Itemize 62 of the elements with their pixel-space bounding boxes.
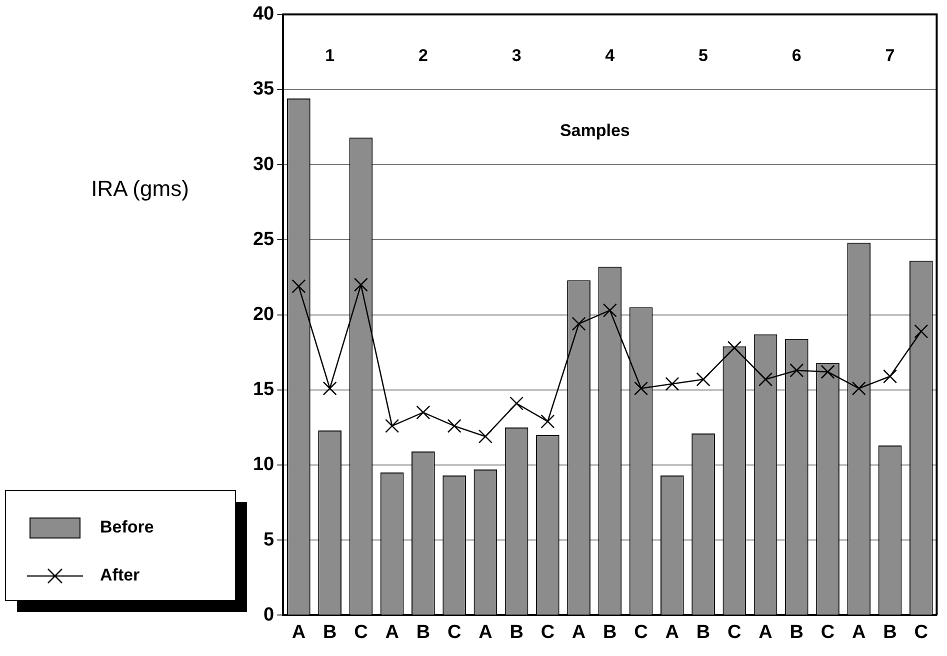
point (478, 429, 492, 444)
y-tick-label: 30 (252, 154, 274, 175)
point (572, 316, 586, 331)
y-tick-label: 15 (252, 379, 275, 400)
x-tick-label: A (385, 622, 400, 643)
x-tick-label: C (634, 622, 648, 643)
x-tick-label: A (478, 622, 493, 643)
point (510, 396, 524, 410)
point (634, 381, 648, 396)
point (852, 381, 866, 396)
point (820, 364, 835, 379)
x-tick-label: C (728, 622, 742, 643)
point (385, 418, 400, 433)
x-tick-label: B (790, 622, 804, 643)
point (914, 324, 928, 338)
legend-label: After (100, 566, 140, 585)
annotation: 7 (885, 46, 895, 66)
point (540, 414, 555, 428)
point (883, 369, 898, 384)
point (665, 376, 680, 391)
annotation: 5 (698, 46, 708, 66)
x-axis-title: Samples (560, 121, 630, 140)
y-tick-label: 0 (264, 604, 274, 626)
y-tick-label: 40 (252, 4, 274, 25)
x-tick-label: C (447, 622, 462, 643)
y-tick-label: 25 (252, 228, 275, 250)
point (292, 279, 306, 294)
x-tick-label: B (510, 622, 524, 643)
y-tick-label: 20 (252, 304, 274, 326)
x-tick-label: A (758, 622, 773, 643)
point (758, 372, 773, 386)
x-tick-label: C (820, 622, 835, 643)
point (447, 418, 462, 433)
x-tick-label: C (540, 622, 555, 643)
annotation: 4 (605, 46, 616, 66)
annotation: 6 (792, 46, 802, 66)
x-tick-label: B (322, 622, 337, 643)
y-tick-label: 35 (252, 78, 275, 100)
point (322, 381, 337, 396)
annotation: 2 (418, 46, 428, 66)
x-tick-label: C (914, 622, 928, 643)
x-tick-label: A (852, 622, 866, 643)
x-tick-label: C (354, 622, 368, 643)
point (696, 372, 710, 386)
x-tick-label: B (883, 622, 897, 643)
legend-label: Before (100, 518, 154, 537)
y-tick-label: 5 (264, 529, 275, 550)
x-tick-label: B (696, 622, 710, 643)
annotation: 1 (325, 46, 335, 66)
point (602, 303, 617, 318)
x-tick-label: A (572, 622, 586, 643)
x-tick-label: B (416, 622, 430, 643)
x-tick-label: A (292, 622, 306, 643)
y-axis-title: IRA (gms) (91, 176, 189, 202)
x-tick-label: A (665, 622, 680, 643)
point (354, 278, 368, 292)
y-tick-label: 10 (252, 454, 274, 476)
x-tick-label: B (603, 622, 617, 643)
point (790, 363, 804, 378)
annotation: 3 (512, 46, 522, 66)
point (727, 340, 742, 355)
point (416, 405, 430, 420)
